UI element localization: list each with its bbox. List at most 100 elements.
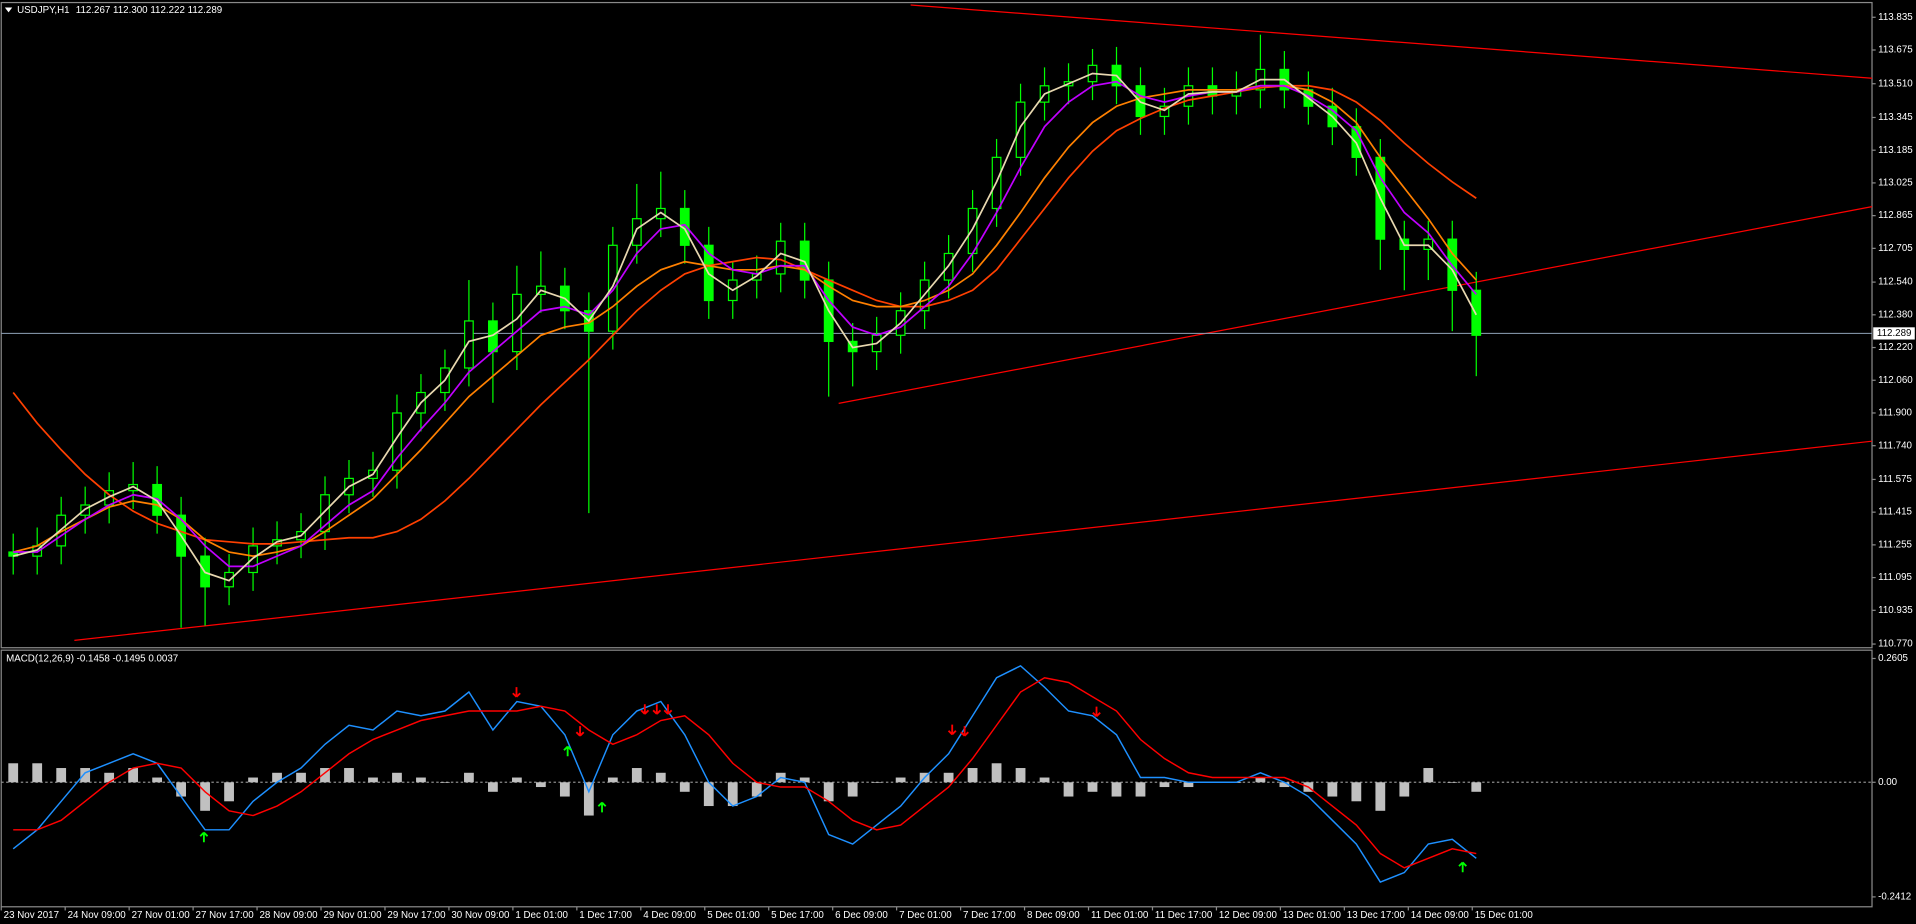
y-tick-label: 112.380	[1878, 309, 1913, 320]
histogram-bar	[823, 782, 834, 802]
histogram-bar	[416, 777, 426, 783]
histogram-bar	[1327, 782, 1338, 797]
histogram-bar	[488, 782, 498, 792]
histogram-bar	[943, 772, 954, 783]
histogram-bar	[56, 768, 67, 783]
histogram-bar	[320, 768, 330, 783]
macd-line	[12, 664, 1477, 883]
y-tick-label: 112.060	[1878, 375, 1913, 386]
histogram-bar	[392, 772, 402, 783]
x-tick-label: 23 Nov 2017	[4, 910, 59, 921]
buy-arrow	[1458, 861, 1467, 873]
histogram-bar	[344, 768, 354, 783]
x-tick-label: 27 Nov 01:00	[132, 910, 191, 921]
histogram-bar	[1135, 782, 1146, 797]
candle-body	[1207, 85, 1218, 97]
sell-arrow	[1092, 706, 1101, 718]
x-tick-label: 24 Nov 09:00	[68, 910, 127, 921]
sell-arrow	[575, 726, 585, 737]
histogram-bar	[1087, 782, 1098, 792]
histogram-bar	[1399, 782, 1410, 797]
histogram-bar	[1351, 782, 1362, 802]
histogram-bar	[248, 777, 258, 783]
moving-average	[12, 72, 1478, 582]
x-tick-label: 5 Dec 17:00	[771, 910, 824, 921]
x-tick-label: 7 Dec 01:00	[899, 910, 952, 921]
candle-body	[775, 240, 786, 275]
histogram-bar	[1111, 782, 1122, 797]
x-tick-label: 28 Nov 09:00	[260, 910, 319, 921]
x-tick-label: 29 Nov 01:00	[323, 910, 382, 921]
histogram-bar	[224, 782, 234, 802]
y-tick-label: 111.740	[1878, 440, 1912, 451]
x-tick-label: 11 Dec 17:00	[1155, 910, 1213, 921]
candle-body	[392, 412, 402, 471]
candle-body	[631, 218, 642, 246]
histogram-bar	[8, 763, 19, 783]
histogram-bar	[80, 768, 91, 783]
histogram-bar	[871, 782, 882, 783]
y-tick-label: 113.185	[1878, 145, 1913, 156]
x-tick-label: 13 Dec 17:00	[1347, 910, 1406, 921]
candle-body	[1471, 289, 1482, 336]
sell-arrow	[663, 704, 673, 715]
sell-arrow	[512, 687, 521, 698]
histogram-bar	[128, 768, 139, 783]
histogram-bar	[368, 777, 378, 783]
histogram-bar	[1255, 777, 1266, 783]
histogram-bar	[1471, 782, 1482, 792]
candle-body	[607, 244, 618, 332]
candle-body	[1159, 105, 1170, 118]
histogram-bar	[799, 777, 810, 783]
y-tick-label: 112.220	[1878, 342, 1913, 353]
histogram-bar	[991, 763, 1002, 783]
candle-body	[1423, 238, 1434, 250]
x-tick-label: 7 Dec 17:00	[963, 910, 1016, 921]
y-tick-label: 111.255	[1878, 539, 1912, 550]
histogram-bar	[1015, 768, 1026, 783]
trendline	[910, 4, 1873, 79]
y-tick-label: 110.770	[1878, 639, 1913, 650]
x-tick-label: 29 Nov 17:00	[387, 910, 446, 921]
histogram-bar	[727, 782, 738, 807]
symbol-title: USDJPY,H1	[17, 5, 69, 16]
sell-arrow	[947, 724, 957, 736]
histogram-bar	[631, 768, 642, 783]
y-tick-label: 111.095	[1878, 572, 1912, 583]
histogram-bar	[1183, 782, 1194, 788]
histogram-bar	[1447, 782, 1458, 783]
y-tick-label: 0.2605	[1878, 653, 1908, 664]
x-tick-label: 11 Dec 01:00	[1091, 910, 1149, 921]
histogram-bar	[176, 782, 186, 797]
x-tick-label: 27 Nov 17:00	[196, 910, 255, 921]
histogram-bar	[104, 772, 115, 783]
last-price-box	[1873, 327, 1915, 340]
histogram-bar	[535, 782, 546, 788]
histogram-bar	[679, 782, 690, 792]
x-tick-label: 5 Dec 01:00	[707, 910, 760, 921]
histogram-bar	[1423, 768, 1434, 783]
histogram-bar	[655, 772, 666, 783]
macd-line	[13, 676, 1477, 869]
histogram-bar	[1375, 782, 1386, 811]
histogram-bar	[583, 782, 594, 816]
y-tick-label: 113.510	[1878, 78, 1913, 89]
histogram-bar	[967, 768, 978, 783]
x-tick-label: 30 Nov 09:00	[451, 910, 510, 921]
histogram-bar	[1063, 782, 1074, 797]
histogram-bar	[847, 782, 858, 797]
last-price-label: 112.289	[1877, 328, 1912, 339]
y-tick-label: 110.935	[1878, 605, 1913, 616]
macd-panel-frame	[0, 649, 1873, 908]
candle-body	[512, 293, 522, 353]
histogram-bar	[1039, 777, 1050, 783]
menu-triangle[interactable]	[4, 7, 13, 13]
y-tick-label: 111.415	[1878, 507, 1912, 518]
quote: 112.267 112.300 112.222 112.289	[76, 5, 222, 16]
histogram-bar	[464, 772, 474, 783]
histogram-bar	[440, 782, 450, 783]
buy-arrow	[597, 801, 607, 813]
